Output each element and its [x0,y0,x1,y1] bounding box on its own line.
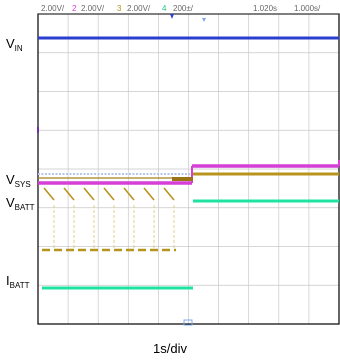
vbatt-ramp [63,187,75,201]
vbatt-label: VBATT [6,195,35,212]
vbatt-ramp [123,187,135,201]
ch3-number: 3 [117,4,122,13]
vbatt-ramp [103,187,115,201]
x-axis-label: 1s/div [153,341,187,356]
ibatt-label: IBATT [6,273,30,290]
trigger-marker-top-2 [202,18,206,22]
ch2-scale: 2.00V/ [81,4,105,13]
vbatt-ramp [163,187,175,201]
ch4-number: 4 [162,4,167,13]
timebase: 1.000s/ [294,4,321,13]
trigger-marker-top [170,14,174,19]
vin-label: VIN [6,36,23,53]
ch3-scale: 2.00V/ [127,4,151,13]
vbatt-sawtooth [42,187,176,252]
ch2-number: 2 [72,4,77,13]
ch4-scale: 200±/ [173,4,193,13]
trigger-marker-bottom [183,319,193,326]
vbatt-ramp [83,187,95,201]
plot-grid [38,14,339,324]
time-offset: 1.020s [253,4,278,13]
vsys-label: VSYS [6,172,31,189]
vbatt-ramp [143,187,155,201]
ch1-scale: 2.00V/ [41,4,65,13]
vbatt-ramp [43,187,55,201]
